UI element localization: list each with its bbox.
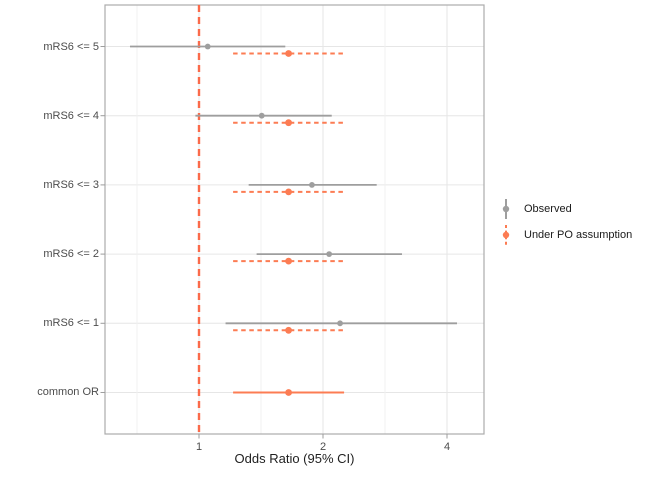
y-axis-label: mRS6 <= 1 [43, 317, 99, 330]
legend-label-observed: Observed [524, 203, 572, 215]
x-tick-label: 2 [319, 441, 327, 453]
y-axis-label: mRS6 <= 4 [43, 109, 99, 122]
observed-point [326, 251, 333, 257]
x-axis-title: Odds Ratio (95% CI) [234, 451, 355, 466]
y-axis-label: mRS6 <= 2 [43, 248, 99, 261]
legend-item-po: Under PO assumption [497, 222, 632, 248]
legend-key-point [502, 231, 510, 239]
observed-point [337, 320, 343, 327]
y-axis-label: mRS6 <= 5 [43, 40, 99, 53]
x-tick-label: 1 [195, 441, 203, 453]
po-point [285, 257, 292, 265]
po-point [285, 50, 292, 57]
observed-point [258, 112, 265, 119]
po-point [285, 326, 292, 334]
po-point [285, 188, 292, 196]
legend-item-observed: Observed [497, 196, 632, 222]
legend-key-point [502, 205, 510, 213]
observed-pointrange-key-icon [502, 199, 510, 219]
y-axis-label: mRS6 <= 3 [43, 178, 99, 191]
legend-label-po: Under PO assumption [524, 229, 633, 241]
x-tick-label: 4 [443, 441, 451, 453]
po-point [285, 389, 292, 396]
observed-point [309, 182, 315, 188]
observed-point [204, 43, 211, 50]
po-pointrange-key-icon [502, 225, 510, 245]
panel-border [104, 4, 485, 435]
y-axis-label: common OR [37, 386, 99, 399]
legend: Observed Under PO assumption [497, 196, 632, 248]
po-point [285, 119, 292, 127]
